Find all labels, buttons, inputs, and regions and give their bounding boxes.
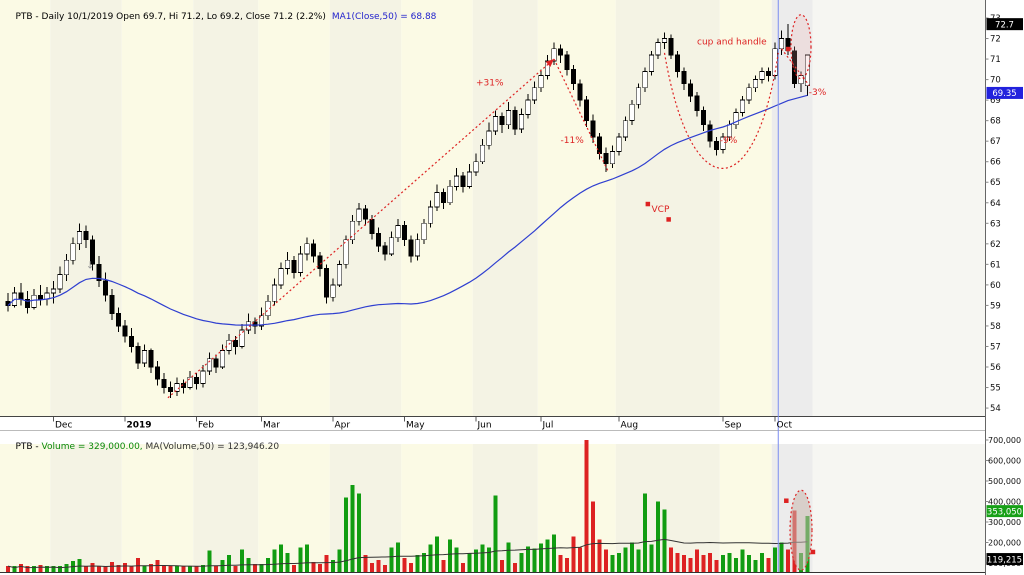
volume-ma-line [7, 538, 808, 569]
volume-ellipse [789, 489, 813, 571]
volume-pane-header: PTB - Volume = 329,000.00, MA(Volume,50)… [4, 432, 279, 462]
volume-ma-label: MA(Volume,50) = 123,946.20 [145, 442, 280, 452]
price-tick-label: 69 [990, 96, 1001, 106]
price-tick-label: 71 [990, 55, 1001, 65]
annotations: +31% -11% -9% cup and handle -3% VCP ↓ [86, 14, 827, 571]
drawdown-9-label: -9% [720, 136, 738, 146]
month-label-Apr: Apr [335, 421, 351, 431]
price-tick-label: 67 [990, 137, 1001, 147]
marker-square [645, 201, 651, 207]
ma1-indicator-label: MA1(Close,50) = 68.88 [331, 12, 437, 22]
volume-tick-label: 500,000 [988, 477, 1021, 486]
price-tick-label: 65 [990, 178, 1001, 188]
volume-value-label: Volume = 329,000.00, [41, 442, 146, 452]
marker-square [786, 46, 791, 52]
volume-tick-label: 700,000 [988, 436, 1021, 445]
marker-square [784, 498, 789, 503]
trendline-arrowhead [545, 59, 554, 67]
volume-tick-label: 300,000 [988, 518, 1021, 527]
volume-tick-label: 600,000 [988, 457, 1021, 466]
price-tick-label: 70 [990, 76, 1001, 86]
vcp-label: VCP [652, 205, 670, 215]
price-high-badge [986, 18, 1023, 31]
marker-square [810, 549, 816, 555]
breakout-ellipse [790, 14, 812, 80]
price-tick-label: 58 [990, 322, 1001, 332]
volume-ma-badge [986, 553, 1023, 566]
decline-11-line [553, 58, 609, 172]
drawdown-11-label: -11% [561, 136, 585, 146]
x-axis-strip [0, 417, 986, 430]
month-label-2019: 2019 [127, 421, 152, 431]
month-label-Mar: Mar [263, 421, 280, 431]
ma50-line [7, 94, 808, 326]
month-bands [0, 0, 986, 572]
price-tick-label: 54 [990, 404, 1001, 414]
price-tick-label: 62 [990, 240, 1001, 250]
month-label-Sep: Sep [725, 421, 742, 431]
volume-header-strip [0, 430, 986, 444]
month-label-Feb: Feb [198, 421, 214, 431]
month-label-Dec: Dec [55, 421, 72, 431]
down-arrow-glyph: ↓ [86, 260, 94, 271]
price-tick-label: 60 [990, 281, 1001, 291]
volume-tick-label: 200,000 [988, 539, 1021, 548]
price-tick-label: 72 [990, 35, 1001, 45]
cursor-price-badge-text: 69.35 [992, 89, 1016, 99]
price-tick-label: 56 [990, 363, 1001, 373]
price-tick-label: 55 [990, 384, 1001, 394]
price-high-badge-text: 72.7 [995, 20, 1014, 30]
cup-and-handle-label: cup and handle [697, 38, 767, 48]
price-pane-header: PTB - Daily 10/1/2019 Open 69.7, Hi 71.2… [4, 2, 436, 32]
price-tick-label: 63 [990, 219, 1001, 229]
volume-tick-label: 400,000 [988, 498, 1021, 507]
price-tick-label: 61 [990, 260, 1001, 270]
price-tick-label: 68 [990, 117, 1001, 127]
drawdown-3-label: -3% [809, 88, 827, 98]
price-tick-label: 64 [990, 199, 1001, 209]
value-axis: 7372717069686766656463626160595857565554… [985, 0, 1024, 575]
month-axis: Dec 2019 Feb Mar Apr May Jun Jul Aug Sep Oct [53, 417, 793, 431]
month-label-Aug: Aug [621, 421, 639, 431]
candlestick-series [5, 24, 811, 398]
volume-bars [6, 440, 810, 573]
cursor-price-badge [986, 86, 1023, 99]
month-label-May: May [406, 421, 425, 431]
marker-square [666, 217, 671, 222]
volume-value-badge-text: 353,050 [987, 507, 1022, 517]
volume-value-badge [986, 505, 1023, 518]
symbol-ohlc-summary: PTB - Daily 10/1/2019 Open 69.7, Hi 71.2… [15, 12, 326, 22]
month-label-Oct: Oct [777, 421, 793, 431]
uptrend-line [167, 58, 555, 399]
cup-curve [663, 52, 779, 169]
price-tick-label: 66 [990, 158, 1001, 168]
volume-symbol-label: PTB - [15, 442, 42, 452]
price-tick-label: 57 [990, 342, 1001, 352]
month-label-Jun: Jun [477, 421, 492, 431]
handle-line [781, 48, 810, 87]
month-label-Jul: Jul [542, 421, 554, 431]
volume-ma-badge-text: 119,215 [987, 555, 1022, 565]
gain-label: +31% [476, 79, 504, 89]
price-tick-label: 59 [990, 301, 1001, 311]
